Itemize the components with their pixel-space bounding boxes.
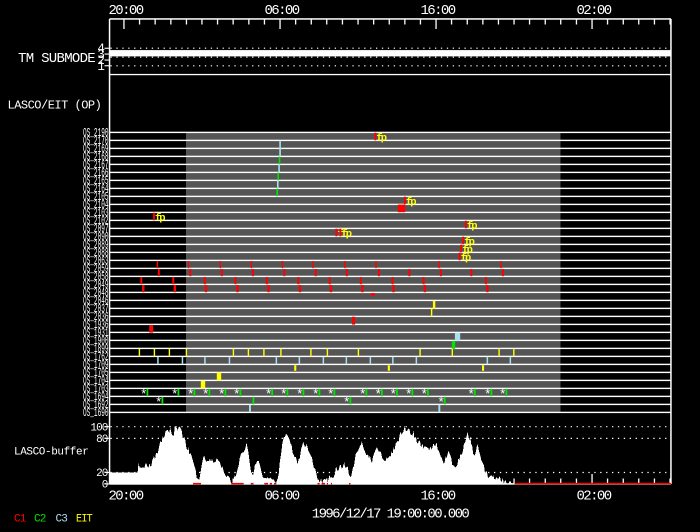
svg-text:*: * — [187, 387, 195, 402]
svg-text:*: * — [484, 387, 492, 402]
svg-text:OS_1762: OS_1762 — [83, 350, 109, 364]
svg-text:EIT: EIT — [76, 514, 93, 526]
svg-text:*: * — [327, 387, 335, 402]
svg-text:20:00: 20:00 — [108, 3, 143, 19]
svg-text:OS_1704: OS_1704 — [83, 374, 109, 388]
svg-text:0: 0 — [102, 480, 108, 492]
svg-text:06:00: 06:00 — [264, 489, 299, 505]
svg-text:*: * — [296, 387, 304, 402]
svg-text:C1: C1 — [14, 514, 27, 526]
svg-text:OS_2168: OS_2168 — [83, 150, 109, 164]
svg-text:OS_2190: OS_2190 — [83, 126, 109, 140]
svg-text:OS_1900: OS_1900 — [83, 334, 109, 348]
svg-text:OS_2048: OS_2048 — [83, 286, 109, 300]
svg-text:OS_2103: OS_2103 — [83, 206, 109, 220]
svg-text:OS_1709: OS_1709 — [83, 358, 109, 372]
svg-text:OS_2037: OS_2037 — [83, 302, 109, 316]
svg-text:02:00: 02:00 — [576, 3, 611, 19]
svg-text:*: * — [389, 387, 397, 402]
svg-text:1: 1 — [97, 60, 104, 74]
svg-text:*: * — [171, 387, 179, 402]
svg-text:*: * — [265, 387, 273, 402]
svg-text:*: * — [280, 387, 288, 402]
svg-text:20: 20 — [96, 468, 108, 480]
svg-text:OS_2104: OS_2104 — [83, 198, 109, 212]
svg-text:3: 3 — [97, 48, 104, 62]
svg-text:OS_2170: OS_2170 — [83, 134, 109, 148]
svg-text:OS_2097: OS_2097 — [83, 222, 109, 236]
svg-text:*: * — [233, 387, 241, 402]
svg-text:OS_2169: OS_2169 — [83, 142, 109, 156]
svg-text:OS_1694: OS_1694 — [83, 390, 109, 404]
svg-text:OS_1705: OS_1705 — [83, 366, 109, 380]
svg-text:OS_2046: OS_2046 — [83, 294, 109, 308]
svg-text:100: 100 — [90, 422, 107, 434]
svg-text:OS_2036: OS_2036 — [83, 310, 109, 324]
svg-text:16:00: 16:00 — [420, 489, 455, 505]
svg-text:OS_2090: OS_2090 — [83, 230, 109, 244]
svg-text:*: * — [359, 387, 367, 402]
svg-text:*: * — [202, 387, 210, 402]
svg-text:OS_1899: OS_1899 — [83, 342, 109, 356]
svg-text:OS_2167: OS_2167 — [83, 158, 109, 172]
svg-text:C2: C2 — [34, 514, 46, 526]
svg-text:OS_1703: OS_1703 — [83, 382, 109, 396]
svg-text:OS_1936: OS_1936 — [83, 318, 109, 332]
svg-text:OS_2059: OS_2059 — [83, 262, 109, 276]
svg-text:LASCO/EIT (OP): LASCO/EIT (OP) — [8, 98, 102, 112]
svg-text:*: * — [343, 395, 351, 410]
svg-text:*: * — [218, 387, 226, 402]
svg-text:OS_2049: OS_2049 — [83, 278, 109, 292]
svg-text:1996/12/17 19:00:00.000: 1996/12/17 19:00:00.000 — [312, 507, 470, 523]
svg-text:*: * — [437, 395, 445, 410]
svg-text:*: * — [467, 387, 475, 402]
svg-text:OS_2088: OS_2088 — [83, 246, 109, 260]
svg-text:OS_2089: OS_2089 — [83, 238, 109, 252]
svg-text:OS_2058: OS_2058 — [83, 270, 109, 284]
svg-text:OS_2102: OS_2102 — [83, 214, 109, 228]
svg-text:LASCO-buffer: LASCO-buffer — [14, 447, 88, 459]
svg-text:80: 80 — [96, 434, 108, 446]
svg-text:*: * — [499, 387, 507, 402]
svg-text:*: * — [312, 387, 320, 402]
svg-text:f: f — [338, 229, 344, 241]
svg-text:OS_2166: OS_2166 — [83, 166, 109, 180]
svg-text:*: * — [405, 387, 413, 402]
svg-text:*: * — [420, 387, 428, 402]
svg-text:20:00: 20:00 — [108, 489, 143, 505]
svg-text:OS_1690: OS_1690 — [83, 406, 109, 420]
svg-text:OS_2105: OS_2105 — [83, 190, 109, 204]
svg-text:*: * — [155, 395, 163, 410]
svg-text:TM SUBMODE: TM SUBMODE — [18, 51, 95, 67]
svg-text:16:00: 16:00 — [420, 3, 455, 19]
svg-text:*: * — [140, 387, 148, 402]
svg-text:4: 4 — [97, 42, 104, 56]
svg-text:*: * — [374, 387, 382, 402]
svg-text:OS_1692: OS_1692 — [83, 398, 109, 412]
svg-text:OS_2164: OS_2164 — [83, 182, 109, 196]
svg-text:OS_2165: OS_2165 — [83, 174, 109, 188]
svg-text:2: 2 — [97, 54, 104, 68]
svg-text:OS_2063: OS_2063 — [83, 254, 109, 268]
svg-text:02:00: 02:00 — [576, 489, 611, 505]
svg-text:06:00: 06:00 — [264, 3, 299, 19]
svg-text:OS_1931: OS_1931 — [83, 326, 109, 340]
svg-text:C3: C3 — [56, 514, 68, 526]
